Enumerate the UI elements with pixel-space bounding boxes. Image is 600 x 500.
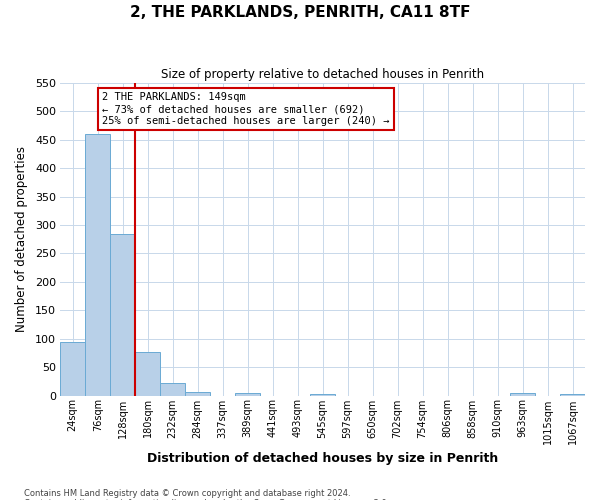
Bar [135, 352, 160, 396]
Bar [185, 392, 210, 396]
Text: Contains HM Land Registry data © Crown copyright and database right 2024.: Contains HM Land Registry data © Crown c… [24, 488, 350, 498]
Bar [310, 394, 335, 396]
Bar [60, 342, 85, 396]
Bar [85, 134, 110, 396]
X-axis label: Distribution of detached houses by size in Penrith: Distribution of detached houses by size … [147, 452, 498, 465]
Bar [110, 234, 135, 396]
Text: 2, THE PARKLANDS, PENRITH, CA11 8TF: 2, THE PARKLANDS, PENRITH, CA11 8TF [130, 5, 470, 20]
Bar [560, 394, 585, 396]
Y-axis label: Number of detached properties: Number of detached properties [15, 146, 28, 332]
Bar [160, 383, 185, 396]
Bar [510, 393, 535, 396]
Text: Contains public sector information licensed under the Open Government Licence v3: Contains public sector information licen… [24, 498, 389, 500]
Bar [235, 392, 260, 396]
Text: 2 THE PARKLANDS: 149sqm
← 73% of detached houses are smaller (692)
25% of semi-d: 2 THE PARKLANDS: 149sqm ← 73% of detache… [102, 92, 390, 126]
Title: Size of property relative to detached houses in Penrith: Size of property relative to detached ho… [161, 68, 484, 80]
